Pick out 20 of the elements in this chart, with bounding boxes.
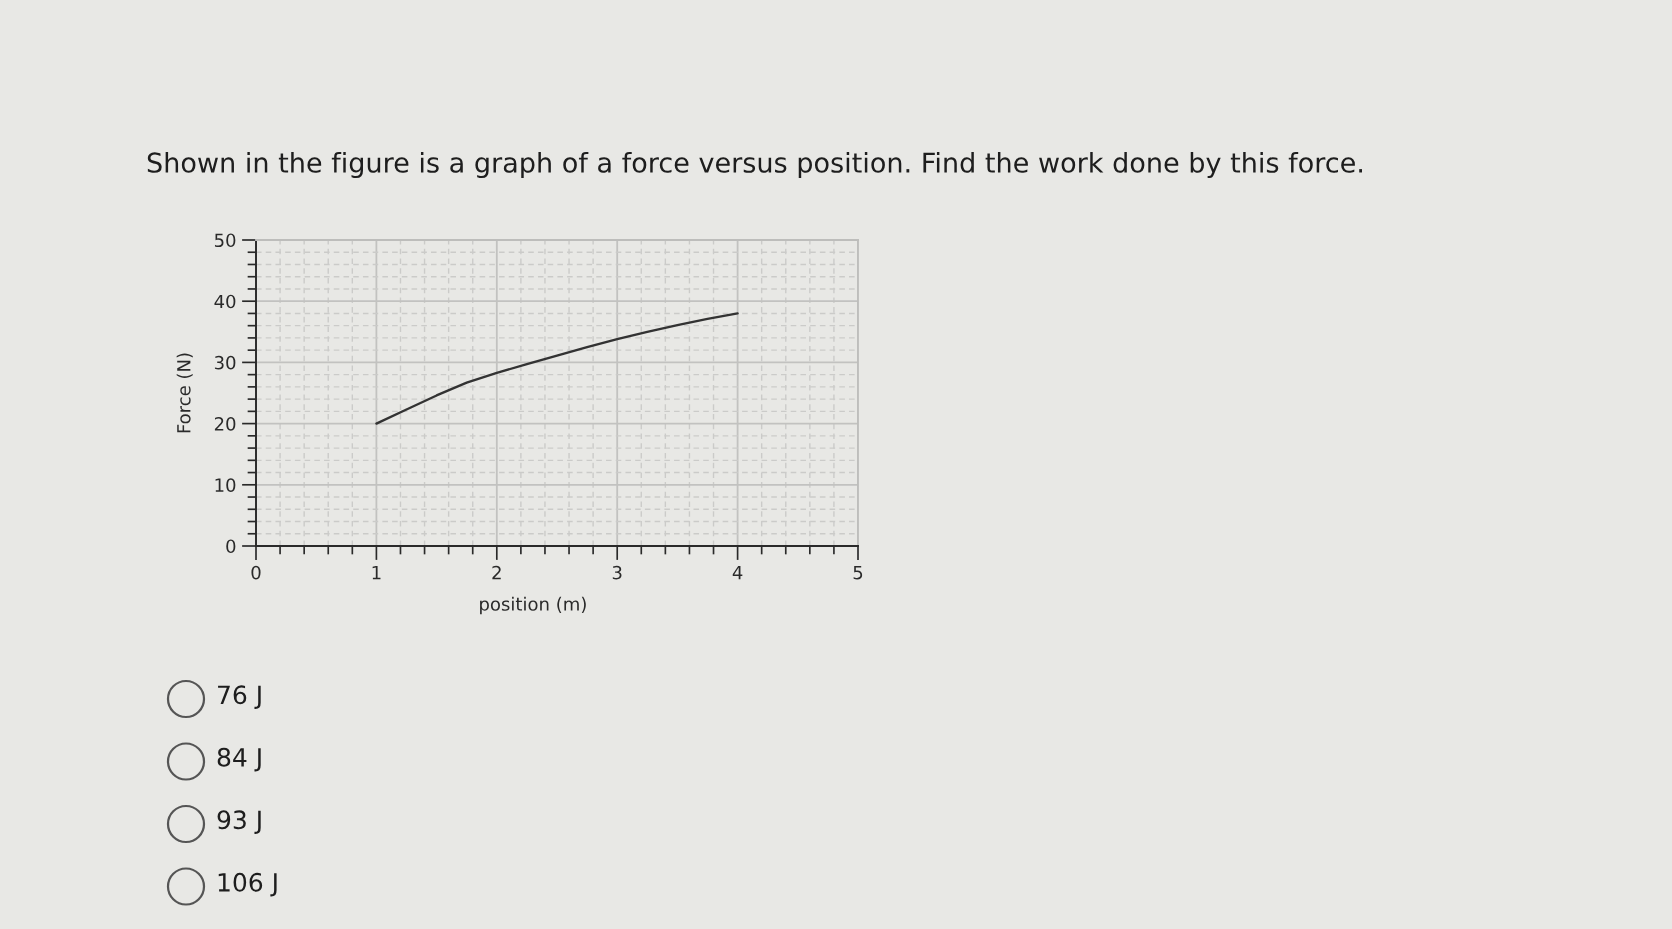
y-tick-label: 40 xyxy=(214,294,236,309)
line-series xyxy=(375,312,739,425)
text: 93 J xyxy=(217,810,261,834)
y-axis-title: Force (N) xyxy=(176,353,193,433)
y-tick-label: 30 xyxy=(214,355,236,370)
x-tick-label: 1 xyxy=(372,566,381,580)
x-tick-label: 5 xyxy=(853,566,863,580)
text: 84 J xyxy=(217,747,261,772)
x-axis-title: position (m) xyxy=(480,596,586,615)
y-tick-label: 10 xyxy=(215,478,236,492)
text: 76 J xyxy=(218,685,261,709)
x-tick-label: 2 xyxy=(492,565,501,580)
x-tick-label: 3 xyxy=(612,565,622,580)
y-tick-label: 0 xyxy=(226,539,236,554)
chart-title: Shown in the figure is a graph of a force versus position. Find the work done by this force. xyxy=(147,151,1363,179)
x-tick-label: 0 xyxy=(251,565,261,580)
text: 106 J xyxy=(218,872,277,897)
x-tick-label: 4 xyxy=(732,566,743,580)
y-tick-label: 20 xyxy=(214,417,236,431)
y-tick-label: 50 xyxy=(214,233,236,248)
